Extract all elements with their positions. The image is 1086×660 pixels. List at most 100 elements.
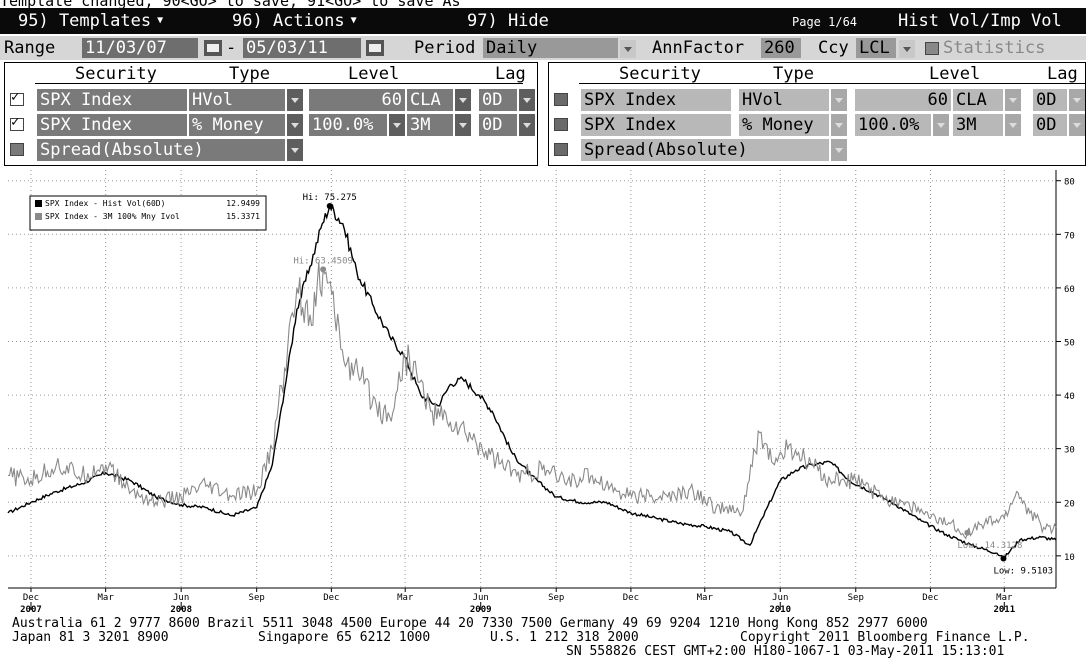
legend-label: SPX Index - Hist Vol(60D) [45, 199, 165, 208]
chevron-down-icon[interactable] [1069, 89, 1085, 111]
calendar-icon[interactable] [366, 40, 384, 56]
chevron-down-icon[interactable] [831, 89, 847, 111]
security-header: Security [619, 64, 701, 84]
spread-checkbox[interactable] [554, 143, 568, 156]
chevron-down-icon[interactable] [620, 40, 636, 58]
lag-field[interactable]: 0D [479, 114, 517, 136]
left-series-panel: Security Type Level Lag SPX Index HVol 6… [4, 62, 538, 166]
templates-menu[interactable]: 95) Templates ▼ [18, 11, 163, 31]
y-tick-label: 40 [1064, 392, 1075, 402]
range-dash: - [226, 38, 237, 58]
header-divider [579, 83, 1086, 84]
annotation-marker [320, 266, 327, 273]
footer-japan: Japan 81 3 3201 8900 [12, 630, 169, 645]
chevron-down-icon[interactable] [519, 114, 535, 136]
x-year-label: 2007 [20, 605, 42, 614]
spread-field[interactable]: Spread(Absolute) [37, 139, 285, 161]
series-2-checkbox[interactable] [10, 114, 24, 131]
x-year-label: 2010 [769, 605, 791, 614]
moneyness-field[interactable]: 100.0% [309, 114, 387, 136]
x-month-label: Jun [173, 593, 189, 603]
footer-us: U.S. 1 212 318 2000 [490, 630, 639, 645]
hide-button-label: 97) Hide [467, 11, 549, 31]
chevron-down-icon[interactable] [899, 40, 915, 58]
footer-contacts-line: Australia 61 2 9777 8600 Brazil 5511 304… [12, 616, 928, 631]
chevron-down-icon[interactable] [455, 89, 471, 111]
chevron-down-icon[interactable] [1005, 89, 1021, 111]
period-label: Period [414, 38, 476, 58]
spread-checkbox[interactable] [10, 143, 24, 156]
annotation-marker [1000, 555, 1007, 562]
statistics-checkbox[interactable] [925, 42, 939, 55]
lag-header: Lag [1047, 64, 1078, 84]
hide-button[interactable]: 97) Hide [467, 11, 549, 31]
actions-menu[interactable]: 96) Actions ▼ [232, 11, 357, 31]
security-field[interactable]: SPX Index [581, 114, 731, 136]
x-month-label: Sep [548, 593, 564, 603]
chevron-down-icon[interactable] [455, 114, 471, 136]
period-select[interactable]: Daily [483, 38, 618, 58]
level-field[interactable]: 60 [309, 89, 405, 111]
page-title: Hist Vol/Imp Vol [898, 11, 1062, 31]
type-header: Type [229, 64, 270, 84]
legend-last-value: 15.3371 [226, 212, 260, 221]
level-type-field[interactable]: CLA [953, 89, 1003, 111]
chevron-down-icon[interactable] [1069, 114, 1085, 136]
series-2-checkbox[interactable] [554, 118, 568, 131]
annotation-label: Hi: 75.275 [303, 193, 357, 203]
y-tick-label: 80 [1064, 178, 1075, 188]
chevron-down-icon[interactable] [933, 114, 949, 136]
range-label: Range [4, 38, 56, 58]
level-type-field[interactable]: CLA [407, 89, 453, 111]
lag-field[interactable]: 0D [479, 89, 517, 111]
chevron-down-icon[interactable] [1005, 114, 1021, 136]
annotation-label: Low: 14.3128 [957, 541, 1022, 551]
calendar-icon[interactable] [204, 40, 222, 56]
x-month-label: Dec [323, 593, 339, 603]
spread-field[interactable]: Spread(Absolute) [581, 139, 829, 161]
annotation-marker [326, 203, 333, 210]
type-field[interactable]: HVol [189, 89, 285, 111]
x-month-label: Sep [249, 593, 265, 603]
chevron-down-icon[interactable] [389, 114, 405, 136]
series-1-checkbox[interactable] [554, 93, 568, 106]
chevron-down-icon: ▼ [350, 15, 357, 26]
chevron-down-icon[interactable] [287, 114, 303, 136]
lag-header: Lag [495, 64, 526, 84]
level-header: Level [348, 64, 400, 84]
legend-box [29, 195, 267, 231]
x-month-label: Mar [697, 593, 714, 603]
annfactor-label: AnnFactor [652, 38, 745, 58]
type-header: Type [773, 64, 814, 84]
x-month-label: Jun [473, 593, 489, 603]
chevron-down-icon[interactable] [519, 89, 535, 111]
range-toolbar: Range 11/03/07 - 05/03/11 Period Daily A… [0, 36, 1086, 60]
end-date-field[interactable]: 05/03/11 [243, 38, 361, 58]
series-1-checkbox[interactable] [10, 89, 24, 106]
lag-field[interactable]: 0D [1033, 89, 1067, 111]
chevron-down-icon[interactable] [287, 139, 303, 161]
x-month-label: Dec [23, 593, 39, 603]
annfactor-field[interactable]: 260 [761, 38, 801, 58]
annotation-label: Low: 9.5103 [993, 566, 1053, 576]
type-field[interactable]: HVol [739, 89, 829, 111]
chevron-down-icon[interactable] [831, 114, 847, 136]
moneyness-field[interactable]: 100.0% [855, 114, 931, 136]
start-date-field[interactable]: 11/03/07 [82, 38, 198, 58]
x-month-label: Dec [922, 593, 938, 603]
chevron-down-icon[interactable] [287, 89, 303, 111]
volatility-chart: 10 20 30 40 50 60 70 80 Dec Mar Jun Sep Dec Mar Jun Sep… [0, 166, 1086, 614]
security-field[interactable]: SPX Index [37, 114, 187, 136]
chevron-down-icon[interactable] [831, 139, 847, 161]
ccy-select[interactable]: LCL [856, 38, 896, 58]
security-field[interactable]: SPX Index [581, 89, 731, 111]
type-field[interactable]: % Money [739, 114, 829, 136]
security-field[interactable]: SPX Index [37, 89, 187, 111]
legend-swatch [35, 200, 42, 207]
tenor-field[interactable]: 3M [407, 114, 453, 136]
tenor-field[interactable]: 3M [953, 114, 1003, 136]
page-indicator: Page 1/64 [792, 15, 858, 29]
level-field[interactable]: 60 [855, 89, 951, 111]
lag-field[interactable]: 0D [1033, 114, 1067, 136]
type-field[interactable]: % Money [189, 114, 285, 136]
